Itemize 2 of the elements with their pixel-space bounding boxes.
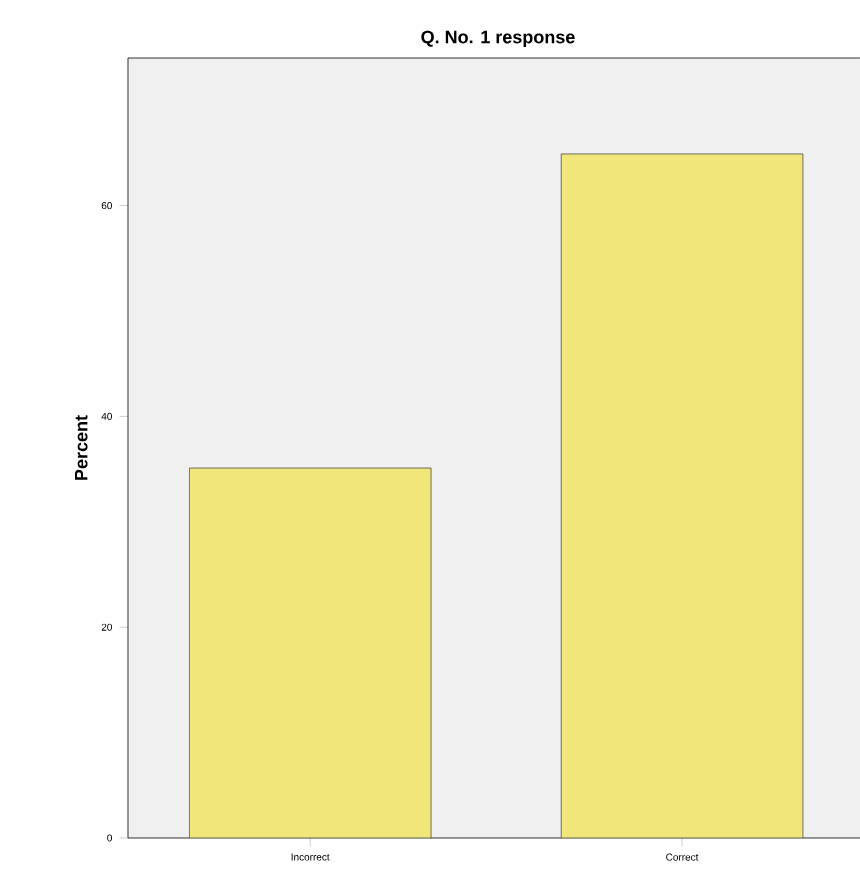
y-axis-title: Percent xyxy=(74,415,88,480)
chart-title: Q. No. 1 response xyxy=(421,30,575,47)
